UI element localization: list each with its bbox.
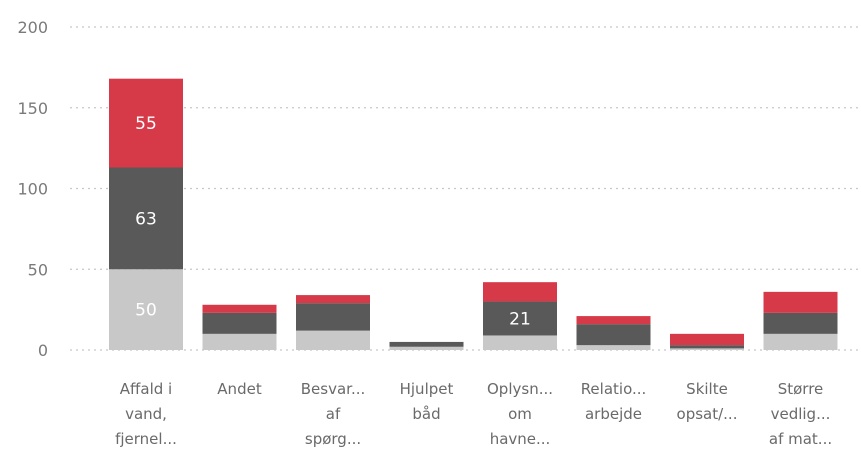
bar-segment[interactable] [576,324,651,346]
bar-segment[interactable] [670,333,744,346]
data-labels: 50 63 55 21 [135,114,531,329]
data-label: 21 [509,310,531,330]
bar-segment[interactable] [202,333,277,350]
bar-segment[interactable] [670,345,744,349]
bar-segment[interactable] [576,316,651,325]
bar-segment[interactable] [483,282,557,302]
x-axis-categories: Affald i vand, fjernel... Andet Besvar... af s… [115,380,832,448]
data-label: 63 [135,209,157,229]
category-label: Større vedlig... af mat... [769,380,832,448]
category-label: Andet [217,380,262,398]
category-label: Hjulpet båd [400,380,454,423]
bar-segment[interactable] [296,303,370,331]
bar-segment[interactable] [109,167,183,270]
gridlines [70,26,858,351]
data-label: 55 [135,114,157,134]
y-tick-label: 0 [38,341,48,360]
bar-segment[interactable] [202,304,277,313]
bar-segment[interactable] [483,335,557,350]
bar-segment[interactable] [109,269,183,350]
category-label: Besvar... af spørg... [301,380,366,448]
category-label: Affald i vand, fjernel... [115,380,177,448]
y-tick-label: 100 [17,180,48,199]
bar-segment[interactable] [296,295,370,304]
y-tick-label: 200 [17,18,48,37]
category-label: Relatio... arbejde [581,380,647,423]
bar-segment[interactable] [109,78,183,168]
bar-segment[interactable] [389,341,464,347]
y-axis-ticks: 0 50 100 150 200 [17,18,48,360]
bars [109,78,838,350]
bar-segment[interactable] [202,312,277,334]
category-label: Oplysn... om havne... [487,380,553,448]
bar-segment[interactable] [483,301,557,336]
bar-segment[interactable] [389,346,464,350]
bar-segment[interactable] [763,333,838,350]
y-tick-label: 150 [17,99,48,118]
bar-segment[interactable] [296,330,370,350]
bar-segment[interactable] [670,348,744,350]
bar-segment[interactable] [763,312,838,334]
category-label: Skilte opsat/... [677,380,738,423]
bar-segment[interactable] [576,345,651,350]
bar-segment[interactable] [763,291,838,313]
data-label: 50 [135,301,157,321]
y-tick-label: 50 [28,260,48,279]
